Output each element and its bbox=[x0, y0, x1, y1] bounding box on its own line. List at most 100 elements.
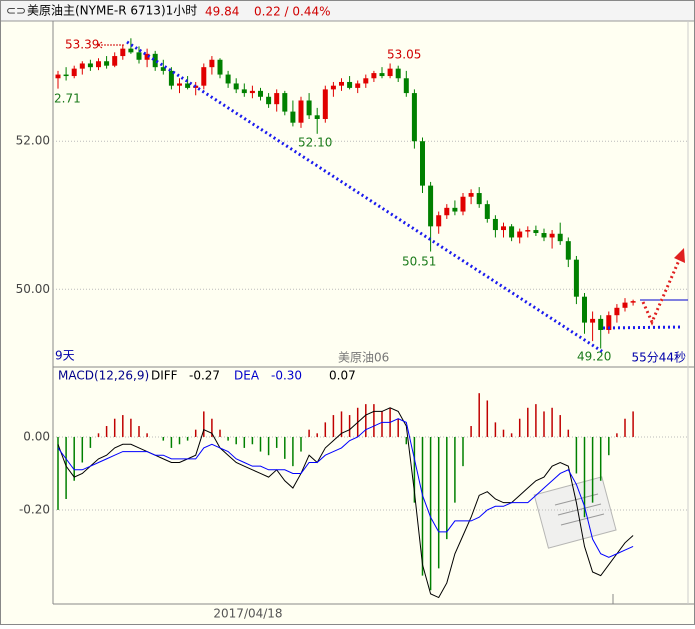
candle-body bbox=[541, 233, 547, 238]
candle-body bbox=[168, 70, 174, 86]
candle-body bbox=[322, 89, 328, 119]
candle-body bbox=[557, 233, 563, 242]
candle-body bbox=[71, 68, 77, 77]
candle-body bbox=[209, 59, 215, 68]
candle-body bbox=[241, 89, 247, 94]
candle-body bbox=[298, 100, 304, 123]
candle-body bbox=[217, 59, 223, 75]
candle-body bbox=[79, 63, 85, 69]
candle-body bbox=[63, 74, 69, 77]
status-text: 美原油06 bbox=[338, 351, 389, 365]
candle-body bbox=[484, 204, 490, 219]
paper-icon bbox=[533, 476, 617, 549]
price: 49.84 bbox=[205, 5, 239, 19]
forecast-arrow bbox=[641, 257, 682, 326]
title: 美原油主(NYME-R 6713)1小时 bbox=[27, 4, 197, 18]
price-annotation: 52.10 bbox=[298, 136, 332, 150]
annotation-arrow bbox=[97, 41, 124, 49]
candle-body bbox=[533, 230, 539, 234]
x-date-label: 2017/04/18 bbox=[213, 607, 282, 621]
y-tick-label: 0.00 bbox=[23, 429, 50, 443]
support-line bbox=[602, 325, 684, 330]
candle-body bbox=[420, 141, 425, 186]
candle-body bbox=[371, 73, 377, 79]
candle-body bbox=[160, 67, 166, 71]
candle-body bbox=[330, 85, 336, 90]
macd-value: 0.07 bbox=[329, 369, 356, 383]
candle-body bbox=[136, 52, 142, 60]
candle-body bbox=[614, 307, 620, 316]
candle-body bbox=[452, 207, 458, 212]
candle-body bbox=[55, 74, 61, 79]
candle-body bbox=[225, 74, 231, 84]
candle-body bbox=[403, 78, 409, 94]
candle-body bbox=[249, 90, 255, 94]
candle-body bbox=[306, 100, 312, 116]
candle-body bbox=[622, 302, 628, 308]
candle-body bbox=[582, 296, 587, 323]
candle-body bbox=[492, 218, 498, 231]
y-tick-label: 52.00 bbox=[16, 134, 50, 148]
candle-body bbox=[468, 193, 474, 197]
dea-value: -0.30 bbox=[271, 369, 302, 383]
candle-body bbox=[314, 115, 320, 119]
link-icon: ⊂⊃ bbox=[6, 4, 26, 18]
candle-body bbox=[266, 96, 272, 105]
macd-line bbox=[57, 418, 634, 558]
status-text: 55分44秒 bbox=[631, 351, 686, 365]
candle-body bbox=[96, 61, 101, 68]
candle-body bbox=[290, 111, 296, 123]
candle-body bbox=[379, 73, 385, 77]
candle-body bbox=[436, 215, 442, 227]
price-annotation: 53.39 bbox=[65, 38, 99, 52]
candle-body bbox=[501, 226, 506, 231]
candle-body bbox=[233, 83, 239, 90]
price-annotation: 50.51 bbox=[402, 255, 436, 269]
candle-body bbox=[282, 93, 288, 112]
candle-body bbox=[573, 259, 579, 297]
candle-body bbox=[120, 48, 126, 57]
candle-body bbox=[193, 85, 199, 88]
candle-body bbox=[411, 93, 417, 142]
candle-body bbox=[128, 48, 134, 53]
macd-title: MACD(12,26,9) bbox=[58, 369, 149, 383]
y-tick-label: 50.00 bbox=[16, 282, 50, 296]
candle-body bbox=[144, 53, 150, 60]
candle-body bbox=[177, 83, 182, 86]
diff-value: -0.27 bbox=[189, 369, 220, 383]
candle-body bbox=[339, 81, 344, 86]
candle-body bbox=[258, 90, 263, 97]
candle-body bbox=[104, 61, 110, 66]
candle-body bbox=[549, 233, 555, 238]
candle-body bbox=[525, 230, 531, 232]
candle-body bbox=[606, 315, 612, 331]
candle-body bbox=[598, 318, 604, 331]
candle-body bbox=[517, 231, 523, 238]
candle-body bbox=[565, 241, 571, 260]
y-tick-label: -0.20 bbox=[19, 502, 50, 516]
candle-body bbox=[630, 301, 636, 303]
candle-body bbox=[476, 193, 482, 205]
candle-body bbox=[185, 83, 191, 88]
candle-body bbox=[395, 68, 401, 79]
candle-body bbox=[363, 78, 369, 84]
candle-body bbox=[509, 226, 515, 238]
diff-legend: DIFF bbox=[151, 369, 178, 383]
candle-body bbox=[201, 67, 207, 86]
change: 0.22 / 0.44% bbox=[254, 5, 331, 19]
candle-body bbox=[112, 56, 118, 66]
candle-body bbox=[460, 196, 466, 212]
candle-body bbox=[274, 93, 280, 105]
candle-body bbox=[387, 68, 393, 77]
arrow-head bbox=[674, 248, 685, 263]
header-bar bbox=[0, 0, 695, 21]
price-annotation: 2.71 bbox=[54, 92, 81, 106]
candle-body bbox=[444, 207, 450, 216]
dea-legend: DEA bbox=[234, 369, 260, 383]
price-annotation: 53.05 bbox=[387, 48, 421, 62]
candle-body bbox=[428, 185, 434, 227]
status-text: 9天 bbox=[55, 349, 75, 363]
candle-body bbox=[355, 83, 361, 88]
candle-body bbox=[87, 63, 93, 68]
